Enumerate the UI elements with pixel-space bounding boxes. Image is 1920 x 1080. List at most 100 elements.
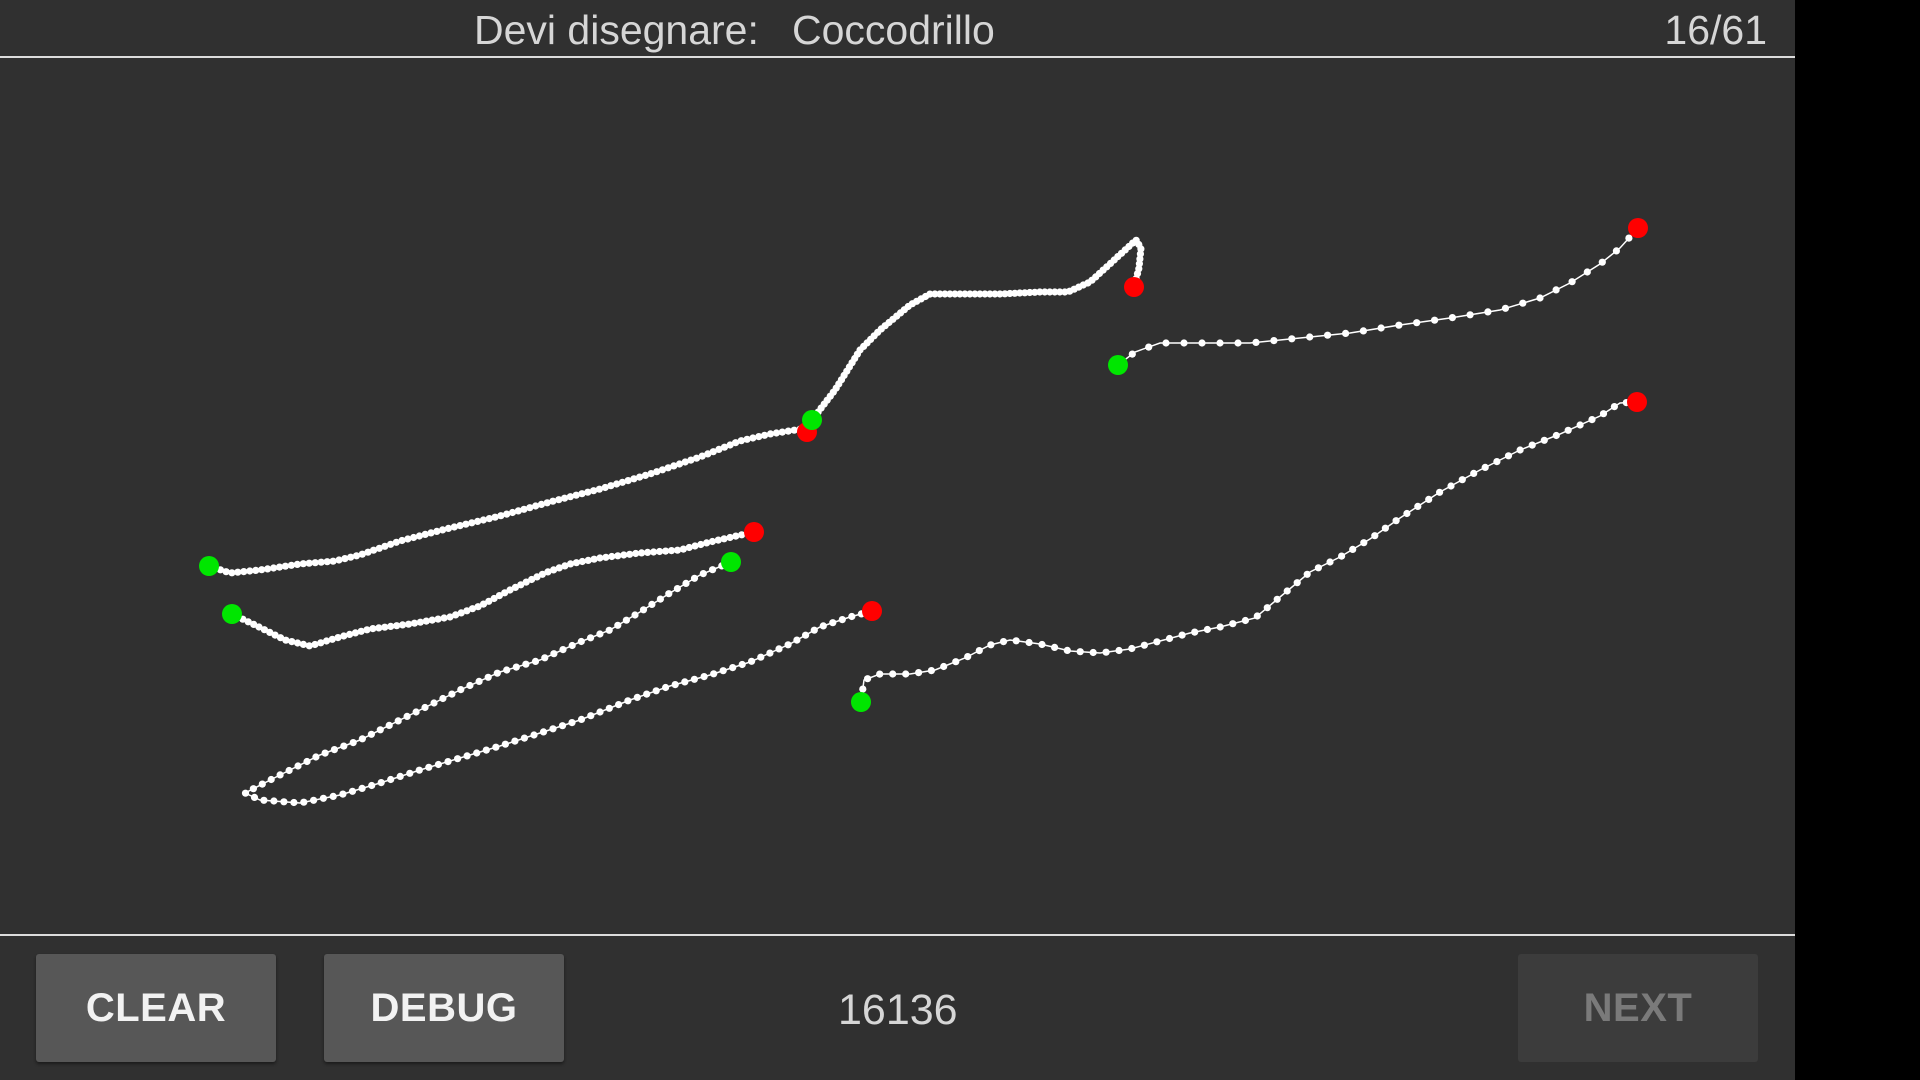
stroke-point [285,766,293,775]
debug-button[interactable]: DEBUG [324,954,564,1062]
stroke-point [1564,426,1572,434]
stroke-point [462,520,470,528]
stroke-point [294,762,302,770]
stroke-point [665,590,673,598]
stroke-point [533,573,541,581]
stroke-point [802,631,810,639]
stroke-point [1180,339,1188,347]
stroke-point [1342,329,1350,337]
stroke-point [572,491,580,499]
next-button[interactable]: NEXT [1518,954,1758,1062]
stroke-point [543,499,551,507]
stroke-point [650,548,658,556]
stroke-point [1484,308,1492,316]
clear-button[interactable]: CLEAR [36,954,276,1062]
stroke-point [596,630,604,638]
stroke-point [474,603,482,611]
stroke-point [697,540,705,549]
stroke-point [463,752,471,760]
stroke-point [1528,441,1536,449]
stroke-point [1403,509,1411,518]
stroke-point [631,611,639,619]
drawing-canvas[interactable] [0,58,1795,934]
stroke-point [601,483,609,492]
stroke-point [281,562,289,570]
stroke-point [961,290,969,298]
stroke-point [270,797,278,805]
stroke-point [260,796,268,804]
stroke-point [1458,476,1466,484]
stroke-point [530,731,538,739]
stroke-point [561,562,569,570]
stroke-point [444,524,452,533]
stroke-point [1338,552,1346,560]
stroke-point [1293,579,1301,587]
stroke-point [981,290,989,298]
stroke-point [517,581,525,589]
stroke-point [290,798,298,807]
stroke-point [394,717,402,725]
stroke-point [522,660,530,668]
stroke-point [282,636,290,644]
stroke-point [446,613,454,621]
stroke-point [376,726,384,734]
stroke-point [347,553,355,561]
stroke-3 [228,528,758,650]
stroke-point [410,619,419,627]
stroke-point [311,640,319,649]
stroke-point [1395,321,1403,329]
stroke-point [1063,646,1071,655]
stroke-point [647,470,655,478]
stroke-point [425,763,433,771]
stroke-point [1324,331,1332,339]
stroke-point [1470,469,1478,477]
stroke-point [294,639,302,647]
stroke-point [848,612,856,621]
stroke-point [1314,564,1322,572]
stroke-point [415,766,423,774]
stroke-point [956,290,964,298]
stroke-point [398,536,406,545]
stroke-start-marker [851,692,871,712]
stroke-end-marker [1124,277,1144,297]
stroke-point [319,794,327,802]
stroke-point [348,787,357,795]
stroke-point [714,536,722,544]
stroke-point [1504,452,1513,460]
stroke-point [392,538,400,546]
stroke-point [1076,648,1084,656]
stroke-point [511,583,519,592]
stroke-point [299,640,307,649]
stroke-point [1413,319,1421,327]
stroke-point [902,670,910,678]
stroke-point [514,507,522,515]
stroke-point [434,760,442,769]
stroke-point [578,557,586,566]
stroke-point [322,637,331,645]
stroke-point [682,579,690,588]
stroke-point [670,462,678,470]
stroke-point [966,290,974,298]
stroke-point [479,516,487,524]
stroke-point [964,653,972,661]
stroke-point [475,677,483,686]
stroke-point [999,638,1008,646]
stroke-point [784,427,792,435]
stroke-point [1381,524,1389,532]
stroke-point [653,468,661,476]
stroke-point [385,721,393,730]
stroke-point [772,429,781,437]
stroke-point [549,725,557,733]
stroke-point [1552,431,1560,440]
stroke-point [687,456,695,464]
stroke-point [244,618,252,626]
stroke-point [595,485,604,493]
stroke-point [976,290,984,298]
stroke-point [375,544,383,552]
stroke-point [1414,502,1422,510]
stroke-point [1162,339,1170,347]
stroke-point [1165,634,1174,643]
stroke-point [427,529,435,537]
stroke-point [506,586,514,594]
stroke-point [643,690,651,698]
